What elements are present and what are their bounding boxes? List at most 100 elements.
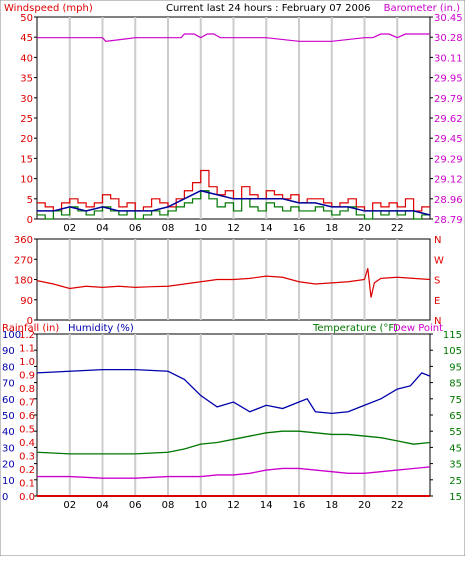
rainfall-tick-label: 0.8 — [19, 384, 35, 395]
rainfall-tick-label: 0.0 — [19, 492, 35, 503]
humidity-tick-label: 20 — [2, 460, 15, 471]
windspeed-tick-label: 15 — [20, 154, 33, 165]
humidity-tick-label: 10 — [2, 476, 15, 487]
x-tick-label-bottom: 18 — [325, 500, 338, 511]
barometer-axis-title: Barometer (in.) — [384, 3, 460, 14]
x-tick-label-top: 02 — [63, 223, 76, 234]
rainfall-tick-label: 0.3 — [19, 452, 35, 463]
direction-tick-label: 0 — [27, 316, 33, 327]
chart-title: Current last 24 hours : February 07 2006 — [166, 3, 371, 14]
x-tick-label-top: 12 — [227, 223, 240, 234]
barometer-tick-label: 30.28 — [434, 33, 463, 44]
barometer-tick-label: 29.62 — [434, 114, 463, 125]
x-tick-label-bottom: 20 — [358, 500, 371, 511]
barometer-tick-label: 29.45 — [434, 134, 463, 145]
gust-series — [37, 190, 430, 220]
temperature-tick-label: 15 — [449, 492, 462, 503]
temperature-tick-label: 65 — [449, 411, 462, 422]
barometer-tick-label: 28.96 — [434, 195, 463, 206]
x-tick-label-bottom: 12 — [227, 500, 240, 511]
temperature-tick-label: 85 — [449, 379, 462, 390]
temperature-tick-label: 25 — [449, 476, 462, 487]
x-tick-label-top: 14 — [260, 223, 273, 234]
windspeed-tick-label: 0 — [27, 215, 33, 226]
temperature-tick-label: 35 — [449, 460, 462, 471]
x-tick-label-bottom: 08 — [162, 500, 175, 511]
barometer-tick-label: 30.11 — [434, 53, 463, 64]
x-tick-label-top: 10 — [194, 223, 207, 234]
windspeed-tick-label: 50 — [20, 13, 33, 24]
barometer-tick-label: 29.12 — [434, 175, 463, 186]
barometer-tick-label: 29.95 — [434, 74, 463, 85]
x-tick-label-bottom: 22 — [391, 500, 404, 511]
x-tick-label-bottom: 14 — [260, 500, 273, 511]
temperature-tick-label: 95 — [449, 362, 462, 373]
x-tick-label-top: 08 — [162, 223, 175, 234]
direction-tick-label: 270 — [14, 255, 33, 266]
rainfall-tick-label: 0.1 — [19, 479, 35, 490]
barometer-tick-label: 29.29 — [434, 154, 463, 165]
dewpoint-axis-title: Dew Point — [393, 323, 443, 334]
rainfall-tick-label: 0.4 — [19, 438, 35, 449]
compass-tick-label: W — [434, 255, 444, 266]
x-tick-label-top: 18 — [325, 223, 338, 234]
x-tick-label-bottom: 04 — [96, 500, 109, 511]
windspeed-tick-label: 5 — [27, 195, 33, 206]
windspeed-tick-label: 30 — [20, 94, 33, 105]
humidity-tick-label: 70 — [2, 379, 15, 390]
barometer-series — [37, 33, 430, 42]
dewpoint-series — [37, 466, 431, 479]
compass-tick-label: E — [434, 296, 440, 307]
rainfall-tick-label: 0.6 — [19, 411, 35, 422]
rainfall-tick-label: 0.7 — [19, 398, 35, 409]
direction-tick-label: 360 — [14, 235, 33, 246]
windspeed-tick-label: 45 — [20, 33, 33, 44]
windspeed-tick-label: 35 — [20, 74, 33, 85]
temperature-tick-label: 105 — [443, 346, 462, 357]
windspeed-tick-label: 10 — [20, 175, 33, 186]
x-tick-label-bottom: 02 — [63, 500, 76, 511]
temperature-tick-label: 55 — [449, 427, 462, 438]
x-tick-label-bottom: 10 — [194, 500, 207, 511]
wind-average-series — [37, 189, 431, 216]
x-tick-label-top: 20 — [358, 223, 371, 234]
temperature-series — [36, 430, 431, 455]
humidity-series — [36, 368, 431, 415]
humidity-tick-label: 90 — [2, 346, 15, 357]
direction-tick-label: 180 — [14, 276, 33, 287]
barometer-tick-label: 28.79 — [434, 215, 463, 226]
temperature-tick-label: 45 — [449, 443, 462, 454]
humidity-tick-label: 40 — [2, 427, 15, 438]
rainfall-tick-label: 0.5 — [19, 425, 35, 436]
wind-direction-series — [36, 268, 431, 298]
temperature-axis-title: Temperature (°F) — [312, 323, 398, 334]
compass-tick-label: N — [434, 235, 441, 246]
x-tick-label-top: 22 — [391, 223, 404, 234]
windspeed-series — [37, 169, 430, 212]
x-tick-label-top: 04 — [96, 223, 109, 234]
x-tick-label-bottom: 16 — [293, 500, 306, 511]
humidity-tick-label: 60 — [2, 395, 15, 406]
x-tick-label-top: 16 — [293, 223, 306, 234]
rainfall-tick-label: 1.0 — [19, 357, 35, 368]
humidity-tick-label: 80 — [2, 362, 15, 373]
humidity-axis-title: Humidity (%) — [68, 323, 134, 334]
compass-tick-label: N — [434, 316, 441, 327]
windspeed-tick-label: 40 — [20, 53, 33, 64]
humidity-tick-label: 100 — [2, 330, 21, 341]
rainfall-tick-label: 1.1 — [19, 344, 35, 355]
humidity-tick-label: 30 — [2, 443, 15, 454]
windspeed-axis-title: Windspeed (mph) — [4, 3, 93, 14]
temperature-tick-label: 115 — [443, 330, 462, 341]
barometer-tick-label: 30.45 — [434, 13, 463, 24]
x-tick-label-bottom: 06 — [129, 500, 142, 511]
windspeed-tick-label: 20 — [20, 134, 33, 145]
windspeed-tick-label: 25 — [20, 114, 33, 125]
humidity-tick-label: 50 — [2, 411, 15, 422]
rainfall-tick-label: 0.9 — [19, 371, 35, 382]
x-tick-label-top: 06 — [129, 223, 142, 234]
rainfall-tick-label: 0.2 — [19, 465, 35, 476]
rainfall-axis-title: Rainfall (in) — [2, 323, 59, 334]
